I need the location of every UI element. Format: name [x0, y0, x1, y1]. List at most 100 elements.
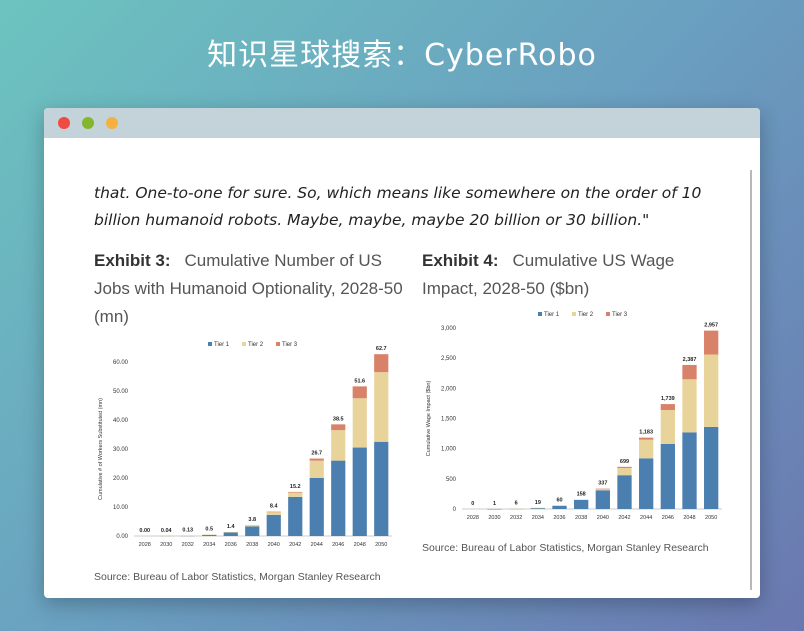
maximize-window-icon[interactable] [106, 117, 118, 129]
y-tick-label: 2,500 [441, 356, 457, 362]
y-axis-label: Cumulative # of Workers Substituted (mn) [98, 398, 104, 500]
bar-total-label: 26.7 [311, 451, 322, 457]
bar-total-label: 8.4 [270, 504, 279, 510]
exhibit3-chart: Tier 1 Tier 2 Tier 3 0.00 10.00 20.00 30.00 40.… [98, 342, 392, 548]
window-titlebar [44, 108, 760, 138]
bar-2048-tier1 [682, 432, 697, 509]
x-tick-label: 2030 [160, 542, 172, 548]
y-tick-label: 3,000 [441, 326, 457, 332]
bar-total-label: 1,183 [639, 430, 653, 436]
x-tick-label: 2050 [375, 542, 387, 548]
bar-total-label: 0.5 [205, 527, 213, 533]
bar-2036-tier1 [552, 505, 567, 509]
x-tick-label: 2044 [640, 515, 652, 521]
bar-2044-tier3 [309, 458, 324, 461]
bar-2036-tier2 [552, 505, 567, 506]
y-tick-label: 1,500 [441, 417, 457, 423]
bar-total-label: 19 [535, 500, 541, 506]
bar-2034-tier2 [530, 507, 545, 509]
x-tick-label: 2048 [683, 515, 695, 521]
bar-2036-tier1 [223, 532, 238, 536]
bar-total-label: 337 [598, 481, 607, 487]
bar-2046-tier3 [331, 424, 346, 431]
x-tick-label: 2038 [246, 542, 258, 548]
bar-2044-tier2 [639, 439, 654, 459]
bar-2048-tier2 [352, 398, 367, 448]
close-window-icon[interactable] [58, 117, 70, 129]
exhibit3-title: Cumulative Number of US Jobs with Humano… [94, 251, 403, 326]
bar-2034-tier1 [530, 507, 545, 509]
bar-total-label: 0.00 [139, 528, 150, 534]
scrollbar[interactable] [750, 170, 752, 590]
bar-2046-tier1 [660, 443, 675, 509]
bar-2050-tier2 [374, 372, 389, 442]
x-tick-label: 2036 [225, 542, 237, 548]
quote-text: that. One-to-one for sure. So, which mea… [94, 184, 702, 229]
banner-title: 知识星球搜索：CyberRobo [207, 38, 597, 73]
x-tick-label: 2040 [268, 542, 280, 548]
exhibit4-heading: Exhibit 4: Cumulative US Wage Impact, 202… [422, 247, 722, 303]
exhibit4-source: Source: Bureau of Labor Statistics, Morg… [422, 542, 709, 554]
bar-total-label: 38.5 [333, 416, 344, 422]
bar-total-label: 1 [493, 501, 496, 507]
bar-2050-tier3 [704, 330, 719, 355]
y-tick-label: 10.00 [113, 505, 129, 511]
legend-label-3: Tier 3 [612, 312, 628, 318]
bar-total-label: 0 [471, 501, 474, 507]
bar-2042-tier3 [617, 466, 632, 468]
bar-2050-tier2 [704, 354, 719, 427]
legend-swatch-2 [572, 312, 576, 316]
bar-2042-tier3 [288, 491, 303, 493]
bar-2050-tier1 [374, 441, 389, 536]
bar-2040-tier3 [266, 511, 281, 513]
legend-swatch-1 [538, 312, 542, 316]
y-tick-label: 60.00 [113, 360, 129, 366]
bar-total-label: 1.4 [227, 524, 236, 530]
bar-2044-tier1 [639, 458, 654, 509]
bar-total-label: 699 [620, 459, 629, 465]
x-tick-label: 2048 [354, 542, 366, 548]
y-tick-label: 500 [446, 477, 457, 483]
legend-swatch-3 [606, 312, 610, 316]
legend-label-2: Tier 2 [248, 342, 264, 348]
bar-2044-tier1 [309, 478, 324, 536]
bar-2042-tier1 [288, 496, 303, 536]
bar-2048-tier3 [682, 364, 697, 380]
bar-total-label: 6 [515, 501, 518, 507]
bar-2050-tier3 [374, 354, 389, 373]
x-tick-label: 2032 [510, 515, 522, 521]
bar-2036-tier2 [223, 531, 238, 533]
bar-total-label: 62.7 [376, 346, 387, 352]
minimize-window-icon[interactable] [82, 117, 94, 129]
x-tick-label: 2034 [532, 515, 544, 521]
bar-total-label: 2,957 [704, 323, 718, 329]
legend-label-2: Tier 2 [578, 312, 594, 318]
x-tick-label: 2036 [553, 515, 565, 521]
x-tick-label: 2046 [332, 542, 344, 548]
y-tick-label: 2,000 [441, 386, 457, 392]
bar-total-label: 15.2 [290, 484, 301, 490]
bar-2034-tier2 [202, 534, 217, 536]
bar-2040-tier2 [266, 511, 281, 515]
bar-2040-tier1 [595, 490, 610, 509]
bar-2040-tier3 [595, 488, 610, 490]
x-tick-label: 2046 [662, 515, 674, 521]
x-tick-label: 2038 [575, 515, 587, 521]
legend-swatch-2 [242, 342, 246, 346]
legend-label-3: Tier 3 [282, 342, 298, 348]
bar-2038-tier1 [245, 526, 260, 536]
bar-2046-tier1 [331, 460, 346, 536]
exhibit3-source: Source: Bureau of Labor Statistics, Morg… [94, 571, 381, 583]
bar-2048-tier2 [682, 379, 697, 433]
x-tick-label: 2042 [289, 542, 301, 548]
bar-2038-tier2 [574, 499, 589, 500]
y-tick-label: 40.00 [113, 418, 129, 424]
legend-swatch-3 [276, 342, 280, 346]
bar-2038-tier2 [245, 524, 260, 527]
bar-total-label: 0.13 [182, 528, 193, 534]
bar-2048-tier3 [352, 386, 367, 399]
exhibit4-title: Cumulative US Wage Impact, 2028-50 ($bn) [422, 251, 675, 298]
bar-total-label: 158 [577, 491, 586, 497]
bar-2030-tier2 [159, 535, 174, 537]
bar-2044-tier3 [639, 437, 654, 440]
